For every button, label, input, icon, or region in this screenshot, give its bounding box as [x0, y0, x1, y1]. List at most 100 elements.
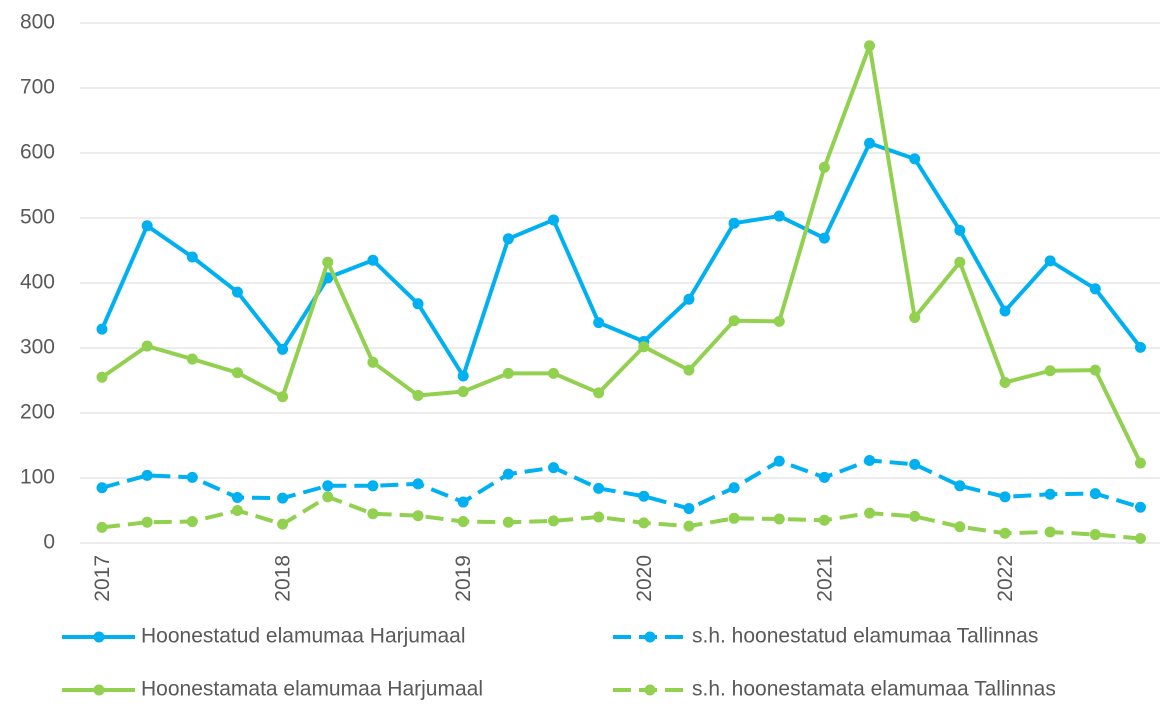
data-point — [818, 232, 830, 244]
data-point — [999, 376, 1011, 388]
y-tick-label: 300 — [20, 336, 55, 359]
x-tick-label: 2020 — [633, 555, 656, 602]
data-point — [367, 254, 379, 266]
legend-marker — [93, 684, 105, 696]
y-tick-label: 600 — [20, 141, 55, 164]
data-point — [412, 389, 424, 401]
data-point — [818, 161, 830, 173]
y-tick-label: 200 — [20, 401, 55, 424]
data-point — [1134, 501, 1146, 513]
data-point — [818, 514, 830, 526]
x-tick-label: 2017 — [91, 555, 114, 602]
series-line — [101, 494, 1141, 541]
data-point — [638, 341, 650, 353]
data-point — [548, 367, 559, 379]
data-point — [1044, 255, 1056, 267]
data-point — [186, 251, 198, 263]
data-point — [502, 468, 514, 480]
data-point — [593, 482, 605, 494]
data-point — [638, 517, 650, 529]
data-point — [999, 305, 1011, 317]
data-point — [728, 512, 740, 524]
legend-label: s.h. hoonestatud elamumaa Tallinnas — [692, 625, 1038, 648]
data-point — [96, 482, 108, 494]
legend-marker — [644, 631, 656, 643]
data-point — [186, 353, 198, 365]
data-point — [773, 210, 785, 222]
data-point — [367, 356, 379, 368]
data-point — [728, 217, 740, 229]
data-point — [1134, 457, 1146, 469]
data-point — [322, 256, 334, 268]
data-point — [548, 214, 559, 226]
x-tick-label: 2019 — [452, 555, 475, 602]
data-point — [186, 516, 198, 528]
legend-marker — [644, 684, 656, 696]
data-point — [728, 315, 740, 327]
data-point — [231, 367, 243, 379]
data-point — [1089, 488, 1101, 500]
legend-label: Hoonestatud elamumaa Harjumaal — [141, 625, 466, 648]
data-point — [277, 343, 289, 355]
legend-label: s.h. hoonestamata elamumaa Tallinnas — [692, 678, 1056, 701]
series-line — [101, 458, 1142, 511]
data-point — [864, 137, 876, 149]
data-point — [1044, 526, 1056, 538]
data-point — [864, 507, 876, 519]
data-point — [1089, 364, 1101, 376]
data-point — [322, 480, 334, 492]
x-tick-label: 2018 — [272, 555, 295, 602]
y-tick-label: 0 — [43, 531, 55, 554]
data-point — [367, 508, 379, 520]
data-point — [457, 386, 469, 398]
data-point — [773, 513, 785, 525]
data-point — [683, 364, 695, 376]
data-point — [999, 527, 1011, 539]
data-point — [954, 521, 966, 533]
data-point — [457, 496, 469, 508]
data-point — [231, 505, 243, 516]
data-point — [728, 482, 740, 494]
data-point — [1044, 365, 1056, 377]
data-point — [593, 317, 605, 329]
data-point — [322, 491, 334, 503]
data-point — [954, 256, 966, 268]
y-tick-label: 400 — [20, 271, 55, 294]
y-tick-label: 800 — [20, 11, 55, 34]
series-line — [100, 141, 1143, 378]
data-point — [502, 367, 514, 379]
data-point — [277, 391, 289, 403]
data-point — [683, 293, 695, 305]
data-point — [412, 298, 424, 310]
data-point — [954, 480, 966, 492]
data-point — [909, 510, 921, 522]
data-point — [502, 233, 514, 245]
y-tick-label: 500 — [20, 206, 55, 229]
data-point — [96, 371, 108, 383]
data-point — [548, 462, 559, 474]
data-point — [277, 518, 289, 530]
series-line — [100, 43, 1143, 464]
data-point — [412, 478, 424, 490]
data-point — [593, 387, 605, 399]
data-point — [141, 340, 153, 352]
data-point — [683, 503, 695, 515]
data-point — [909, 458, 921, 470]
data-point — [683, 520, 695, 532]
data-point — [502, 516, 514, 528]
data-point — [593, 511, 605, 523]
data-point — [231, 286, 243, 298]
y-tick-label: 100 — [20, 466, 55, 489]
data-point — [412, 510, 424, 522]
data-point — [96, 323, 108, 335]
data-point — [954, 224, 966, 236]
data-point — [1134, 532, 1146, 544]
x-tick-label: 2021 — [813, 555, 836, 602]
data-point — [457, 516, 469, 528]
data-point — [909, 153, 921, 165]
data-point — [818, 471, 830, 483]
data-point — [864, 454, 876, 466]
data-point — [864, 40, 876, 52]
data-point — [773, 315, 785, 327]
